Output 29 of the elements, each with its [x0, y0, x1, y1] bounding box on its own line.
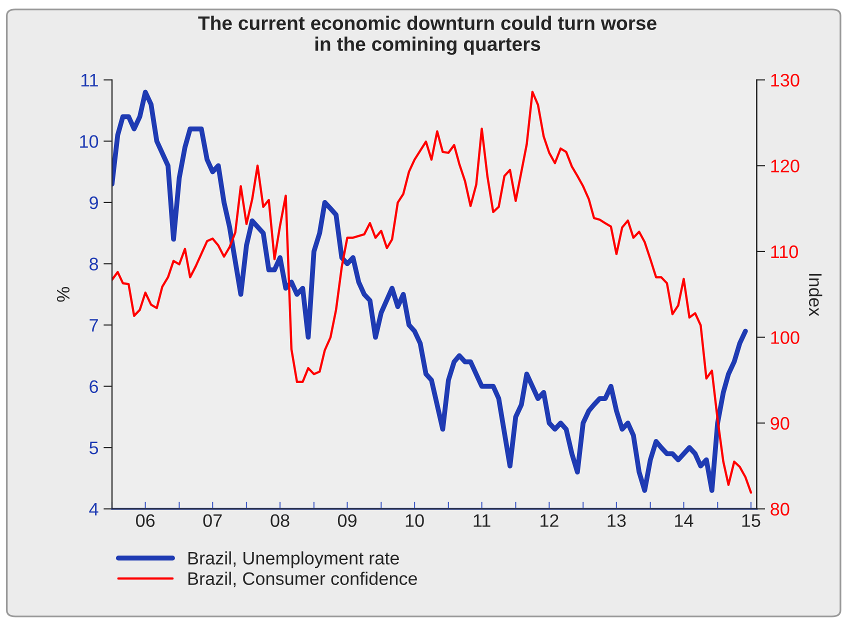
- y2-tick-label: 110: [771, 245, 798, 258]
- x-tick-label: 10: [406, 514, 424, 527]
- chart-title: The current economic downturn could turn worse in the comining quarters: [198, 16, 656, 55]
- y-tick-label: 7: [90, 319, 98, 332]
- y2-tick-label: 100: [771, 331, 800, 344]
- y-tick-label: 8: [90, 258, 98, 270]
- x-tick-label: 12: [540, 514, 558, 527]
- x-tick-label: 06: [136, 514, 155, 527]
- x-tick-label: 08: [270, 514, 290, 527]
- x-tick-label: 14: [675, 514, 694, 527]
- y2-tick-label: 130: [771, 74, 800, 87]
- x-tick-label: 07: [203, 514, 222, 527]
- y-axis-title: %: [56, 286, 70, 302]
- x-tick-label: 15: [742, 514, 760, 527]
- y-tick-label: 10: [80, 135, 98, 148]
- x-tick-label: 09: [338, 514, 356, 527]
- y-tick-label: 9: [90, 196, 98, 210]
- legend-label: Brazil, Consumer confidence: [188, 572, 417, 588]
- y2-tick-label: 90: [770, 417, 790, 430]
- y-tick-label: 5: [89, 442, 98, 454]
- y-tick-label: 6: [90, 380, 98, 394]
- x-tick-label: 13: [608, 514, 626, 527]
- y2-tick-label: 80: [770, 502, 790, 516]
- y-tick-label: 11: [81, 74, 98, 86]
- x-tick-label: 11: [474, 514, 490, 527]
- legend-label: Brazil, Unemployment rate: [188, 551, 399, 568]
- y2-tick-label: 120: [771, 160, 800, 172]
- y2-axis-title: Index: [808, 274, 822, 316]
- y-tick-label: 4: [89, 502, 98, 516]
